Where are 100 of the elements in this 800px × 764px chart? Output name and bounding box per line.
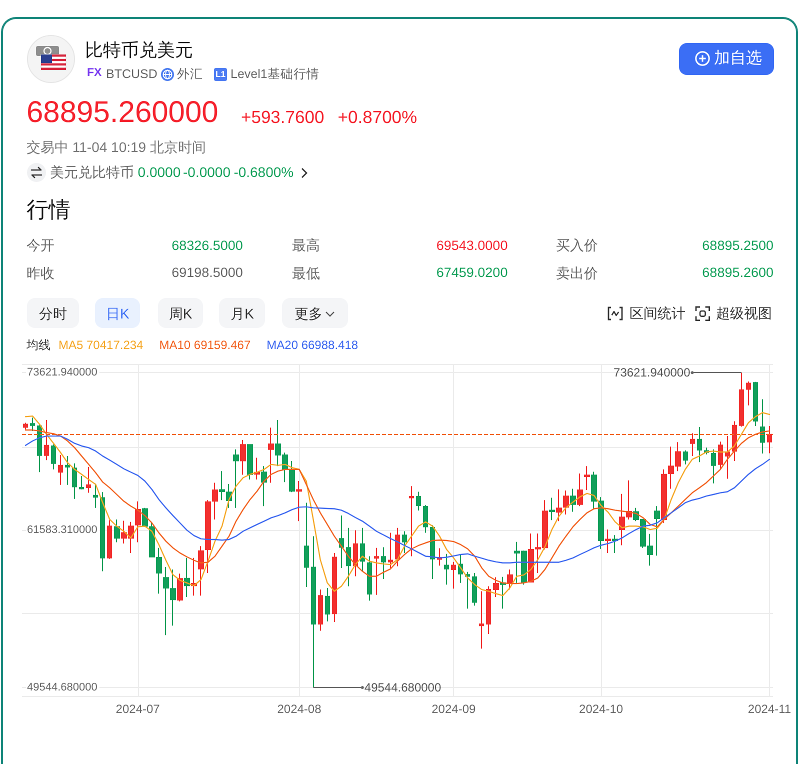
candlestick: [205, 500, 211, 574]
candlestick: [507, 569, 513, 590]
candlestick: [381, 546, 386, 580]
candlestick: [325, 587, 330, 622]
candlestick: [423, 504, 428, 534]
text: FX: [87, 67, 102, 80]
candlestick: [654, 506, 660, 556]
candlestick: [304, 502, 309, 588]
candlestick: [86, 466, 91, 494]
tool-button[interactable]: 区间统计: [607, 304, 687, 322]
candlestick: [177, 573, 183, 602]
y-tick-label: 61583.310000: [27, 524, 98, 536]
line-series: [24, 429, 770, 584]
candlestick: [388, 532, 393, 569]
line-series: [24, 412, 770, 596]
candlestick: [58, 454, 63, 486]
candlestick: [367, 556, 372, 602]
tab-button[interactable]: 日K: [95, 298, 140, 328]
candlestick: [430, 524, 435, 580]
text: 比特币兑美元: [85, 40, 193, 60]
tab-button[interactable]: 更多: [282, 298, 348, 328]
candlestick: [661, 468, 667, 524]
candlestick: [339, 515, 344, 568]
tool-button[interactable]: 超级视图: [695, 304, 774, 322]
candlestick: [332, 552, 337, 622]
candlestick: [198, 546, 204, 596]
candlestick: [605, 529, 611, 554]
candlestick: [739, 372, 744, 428]
candlestick: [486, 586, 491, 635]
candlestick: [402, 530, 407, 554]
candlestick: [296, 480, 302, 522]
text: 0.0000: [138, 164, 181, 180]
candlestick: [135, 500, 141, 543]
candlestick: [318, 589, 323, 632]
text: -0.6800%: [234, 164, 294, 180]
text: 68895.2500: [702, 238, 774, 253]
candlestick: [247, 444, 253, 480]
tab-button[interactable]: 月K: [219, 298, 266, 328]
candlestick: [767, 425, 772, 454]
candlestick: [72, 462, 77, 500]
candlestick: [23, 422, 28, 430]
x-tick-label: 2024-07: [116, 702, 160, 716]
candlestick: [395, 527, 400, 567]
text: Level1基础行情: [230, 66, 320, 81]
candlestick: [500, 576, 506, 610]
candlestick: [30, 417, 35, 432]
text: +593.7600: [241, 107, 324, 128]
text: 买入价: [556, 237, 598, 254]
text: 最高: [292, 237, 320, 254]
candlestick: [718, 441, 723, 470]
candlestick: [683, 450, 688, 465]
candlestick: [444, 553, 449, 586]
candlestick: [409, 486, 414, 557]
text: -0.0000: [183, 164, 230, 180]
candlestick: [556, 488, 562, 522]
add-button[interactable]: 加自选: [679, 43, 774, 74]
candlestick: [261, 466, 267, 507]
candlestick: [268, 427, 274, 484]
text: 69198.5000: [172, 265, 243, 280]
candlestick: [311, 536, 316, 688]
y-tick-label: 73621.940000: [27, 366, 98, 379]
candlestick: [451, 561, 456, 590]
text: MA20 66988.418: [266, 338, 358, 352]
candlestick: [563, 490, 569, 516]
x-tick-label: 2024-10: [579, 702, 624, 716]
text: 今开: [26, 237, 54, 254]
text: 外汇: [177, 66, 203, 81]
text: 昨收: [26, 265, 54, 281]
candlestick: [549, 497, 555, 521]
candlestick: [100, 492, 105, 572]
tab-button[interactable]: 分时: [26, 298, 79, 328]
candlestick: [360, 527, 365, 572]
candlestick: [254, 457, 260, 480]
y-tick-label: 49544.680000: [27, 681, 98, 694]
annotation: 73621.940000: [614, 366, 691, 380]
candlestick: [465, 571, 470, 610]
text: MA10 69159.467: [159, 338, 251, 352]
text: 69543.0000: [436, 238, 508, 253]
candlestick: [93, 483, 98, 508]
candlestick: [697, 426, 702, 463]
text: +0.8700%: [338, 107, 418, 128]
annotation: 49544.680000: [364, 680, 442, 694]
x-tick-label: 2024-11: [748, 702, 792, 716]
candlestick: [233, 448, 239, 508]
text: 68895.2600: [702, 265, 774, 280]
tab-button[interactable]: 周K: [158, 298, 203, 328]
candlestick: [746, 381, 751, 406]
candlestick: [753, 381, 758, 426]
candlestick: [184, 557, 190, 598]
text: BTCUSD: [106, 66, 158, 81]
candlestick: [212, 482, 218, 520]
text: L1: [214, 68, 227, 80]
x-tick-label: 2024-08: [277, 702, 322, 716]
text: 行情: [26, 196, 70, 222]
text: 最低: [292, 265, 320, 281]
candlestick: [690, 432, 695, 457]
candlestick: [479, 590, 484, 650]
candlestick: [577, 472, 583, 507]
text: 交易中 11-04 10:19 北京时间: [26, 138, 206, 155]
candlestick: [65, 456, 70, 486]
